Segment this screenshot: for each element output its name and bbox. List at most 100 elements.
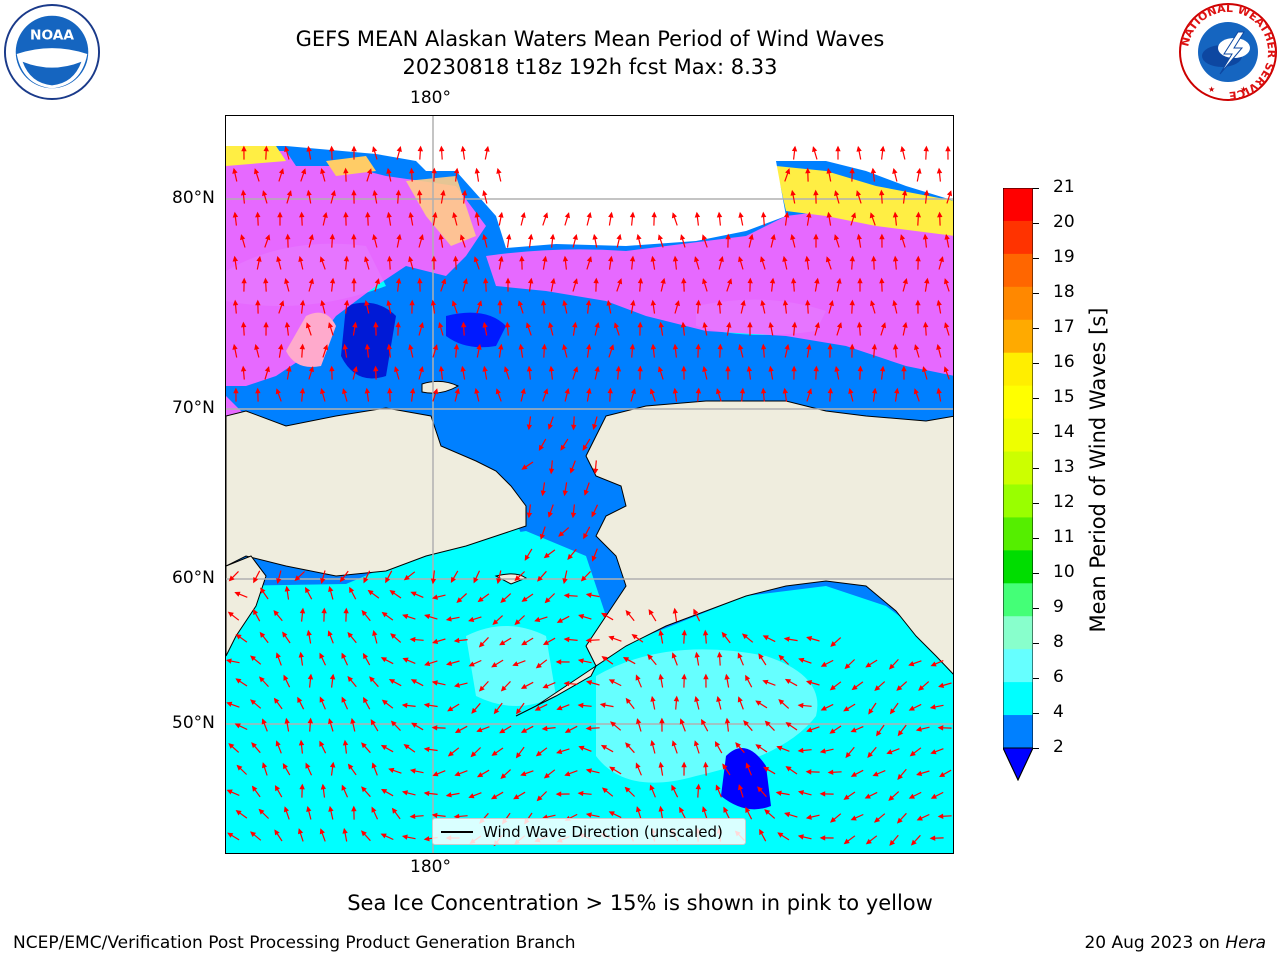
direction-arrow-head <box>908 793 915 799</box>
direction-arrow-head <box>826 167 832 174</box>
direction-arrow-head <box>679 718 685 725</box>
direction-arrow-head <box>308 277 314 285</box>
direction-arrow-head <box>226 789 233 795</box>
direction-arrow-head <box>258 676 265 683</box>
direction-arrow-head <box>341 652 347 659</box>
direction-arrow-head <box>402 657 409 663</box>
direction-arrow-head <box>850 727 857 733</box>
direction-arrow-head <box>342 388 348 395</box>
colorbar-band <box>1003 484 1033 518</box>
direction-arrow-head <box>418 233 424 241</box>
direction-arrow-head <box>897 773 903 780</box>
direction-arrow-head <box>389 590 396 596</box>
direction-arrow-head <box>599 702 606 708</box>
direction-arrow-head <box>386 211 392 218</box>
direction-arrow-head <box>491 750 498 756</box>
direction-arrow-head <box>328 585 334 593</box>
direction-arrow-head <box>658 629 664 636</box>
direction-arrow-head <box>717 343 723 350</box>
direction-arrow-head <box>542 212 549 219</box>
direction-arrow-head <box>577 790 584 797</box>
colorbar-tick-label: 9 <box>1053 597 1064 617</box>
direction-arrow-head <box>417 145 424 152</box>
direction-arrow-head <box>342 343 348 350</box>
colorbar-tick-label: 18 <box>1053 282 1075 302</box>
direction-arrow-head <box>825 256 831 263</box>
direction-arrow-head <box>694 651 700 658</box>
nws-logo: NATIONAL WEATHER SERVICE ★ ★ <box>1178 2 1278 102</box>
direction-arrow-head <box>500 597 507 604</box>
direction-arrow-head <box>738 343 744 351</box>
colorbar-band <box>1003 649 1033 683</box>
direction-arrow-head <box>305 762 311 769</box>
direction-arrow-head <box>555 659 562 665</box>
direction-arrow-head <box>738 256 744 263</box>
direction-arrow-head <box>681 761 687 768</box>
direction-arrow-head <box>430 578 437 585</box>
direction-arrow-head <box>585 592 592 598</box>
direction-arrow-head <box>585 812 592 818</box>
direction-arrow-head <box>432 638 439 644</box>
colorbar-band <box>1003 616 1033 650</box>
direction-arrow-head <box>275 740 281 747</box>
direction-arrow-head <box>870 167 877 174</box>
direction-arrow-head <box>701 806 708 813</box>
direction-arrow-head <box>395 277 402 284</box>
direction-arrow-head <box>282 762 288 770</box>
direction-arrow-head <box>805 680 813 686</box>
direction-arrow-head <box>671 652 677 659</box>
direction-arrow-head <box>320 387 326 395</box>
colorbar-tick <box>1033 713 1039 714</box>
direction-arrow-head <box>857 277 863 284</box>
direction-arrow-head <box>608 679 615 685</box>
direction-arrow-head <box>717 299 723 306</box>
direction-arrow-head <box>745 806 751 813</box>
direction-arrow-head <box>936 299 942 306</box>
direction-arrow-head <box>410 591 417 597</box>
direction-arrow-head <box>760 299 766 306</box>
direction-arrow-head <box>591 511 597 518</box>
colorbar-tick <box>1033 573 1039 574</box>
direction-arrow-head <box>520 683 528 689</box>
direction-arrow-head <box>585 299 592 306</box>
wave-period-below-2-region <box>341 302 396 379</box>
colorbar-tick <box>1033 748 1039 749</box>
direction-arrow-head <box>703 673 709 680</box>
direction-arrow-head <box>396 145 402 153</box>
direction-arrow-head <box>320 783 327 790</box>
direction-arrow-head <box>922 366 928 373</box>
direction-arrow-head <box>519 255 525 262</box>
direction-arrow-head <box>805 167 811 174</box>
direction-arrow-head <box>899 234 906 241</box>
direction-arrow-head <box>572 321 578 328</box>
direction-arrow-head <box>484 145 490 152</box>
direction-arrow-head <box>298 739 305 746</box>
direction-arrow-head <box>468 793 475 799</box>
direction-arrow-head <box>759 828 765 836</box>
direction-arrow-head <box>871 387 878 394</box>
direction-arrow-head <box>693 740 700 747</box>
direction-arrow-head <box>716 651 723 658</box>
direction-arrow-head <box>901 189 908 196</box>
direction-arrow-head <box>849 167 855 174</box>
direction-arrow-head <box>827 343 833 350</box>
wave-period-below-2-region <box>721 748 771 810</box>
lat-label-70: 70°N <box>172 398 215 418</box>
direction-arrow-head <box>829 684 836 691</box>
colorbar-tick <box>1033 293 1039 294</box>
direction-arrow-head <box>613 322 619 329</box>
direction-arrow-head <box>256 255 262 262</box>
direction-arrow-head <box>748 233 754 240</box>
direction-arrow-head <box>703 761 709 768</box>
footer-credit: NCEP/EMC/Verification Post Processing Pr… <box>13 933 576 953</box>
direction-arrow-head <box>910 839 917 846</box>
direction-arrow-head <box>819 748 826 754</box>
direction-arrow-head <box>476 343 482 350</box>
direction-arrow-head <box>582 444 588 451</box>
direction-arrow-head <box>625 697 632 704</box>
direction-arrow-head <box>657 234 664 241</box>
direction-arrow-head <box>403 743 410 750</box>
direction-arrow-head <box>550 277 556 284</box>
direction-arrow-head <box>250 655 256 662</box>
direction-arrow-head <box>836 277 842 284</box>
